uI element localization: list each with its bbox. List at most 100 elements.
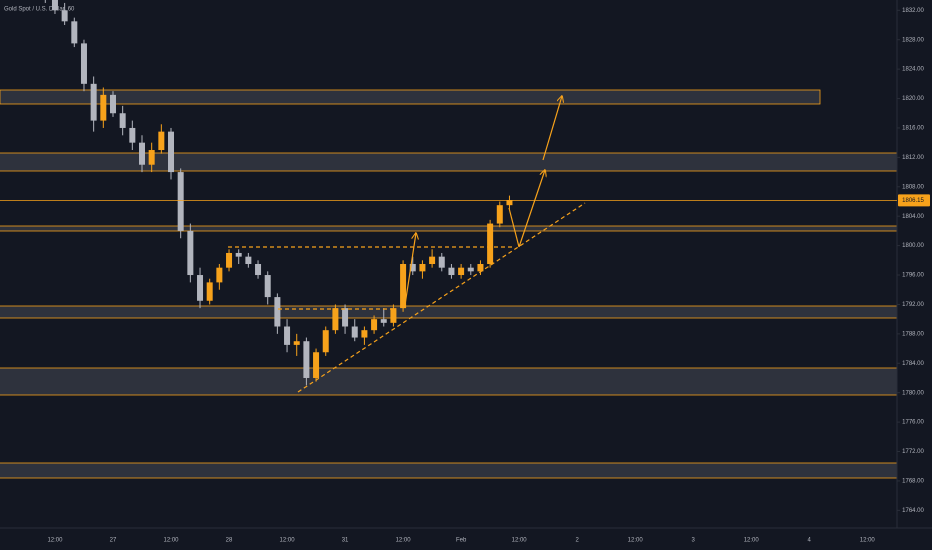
arrow <box>508 207 520 248</box>
candle-body <box>448 267 455 276</box>
candle-body <box>235 252 242 257</box>
x-tick-label: 27 <box>110 538 117 544</box>
candle-body <box>139 142 145 165</box>
zone <box>0 367 898 396</box>
candle-body <box>477 264 484 272</box>
x-tick-label: 12:00 <box>396 538 412 544</box>
candle-body <box>506 200 513 206</box>
x-tick-label: 12:00 <box>512 538 528 544</box>
x-tick-label: 12:00 <box>744 538 760 544</box>
last-price-box <box>898 194 930 207</box>
candle-body <box>274 297 281 327</box>
x-tick-label: 28 <box>226 538 233 544</box>
y-tick-label: 1832.00 <box>902 8 924 14</box>
candle-body <box>429 256 436 264</box>
y-tick-label: 1788.00 <box>902 331 924 337</box>
drawings <box>228 96 586 393</box>
candle-body <box>100 94 107 121</box>
y-tick-label: 1804.00 <box>902 214 924 220</box>
y-tick-label: 1780.00 <box>902 390 924 396</box>
candle-body <box>90 83 97 121</box>
candle-body <box>255 264 262 276</box>
candle-body <box>322 330 329 353</box>
candle-body <box>400 264 407 309</box>
candle-body <box>119 113 126 128</box>
candle-body <box>409 264 416 272</box>
candle-body <box>438 256 445 268</box>
y-tick-label: 1820.00 <box>902 96 924 102</box>
arrow <box>518 170 545 248</box>
candle-body <box>80 43 87 84</box>
candle-body <box>371 319 378 331</box>
y-tick-label: 1784.00 <box>902 361 924 367</box>
candle-body <box>467 267 474 272</box>
x-tick-label: 2 <box>575 538 579 544</box>
candle-body <box>168 131 175 173</box>
candle-body <box>61 10 68 22</box>
candle-body <box>419 264 426 272</box>
candle-body <box>351 326 358 338</box>
candle-body <box>148 150 155 165</box>
candle-body <box>245 256 252 264</box>
chart-title: Gold Spot / U.S. Dollar, 60 <box>4 7 75 13</box>
y-tick-label: 1808.00 <box>902 184 924 190</box>
arrow <box>542 96 562 161</box>
candle-body <box>303 341 310 378</box>
candle-body <box>332 308 339 331</box>
y-tick-label: 1792.00 <box>902 302 924 308</box>
candle-body <box>264 275 271 298</box>
candle-body <box>216 267 223 283</box>
x-tick-label: 3 <box>692 538 696 544</box>
zone <box>0 89 821 105</box>
candles <box>44 0 513 386</box>
x-tick-label: Feb <box>456 538 467 544</box>
zone <box>0 225 898 232</box>
candle-body <box>177 172 184 231</box>
x-tick-label: 12:00 <box>280 538 296 544</box>
zone <box>0 305 898 319</box>
candle-body <box>313 352 320 378</box>
y-tick-label: 1768.00 <box>902 479 924 485</box>
price-axis <box>897 0 932 550</box>
candle-body <box>487 223 494 264</box>
candle-body <box>158 131 165 151</box>
arrow <box>404 233 416 306</box>
x-tick-label: 12:00 <box>628 538 644 544</box>
candle-body <box>197 275 204 301</box>
candle-body <box>109 94 116 114</box>
candle-body <box>284 326 291 345</box>
candle-body <box>129 127 136 143</box>
y-tick-label: 1764.00 <box>902 508 924 514</box>
x-tick-label: 12:00 <box>860 538 876 544</box>
zone <box>0 462 898 479</box>
trend-line <box>297 202 586 393</box>
y-tick-label: 1828.00 <box>902 37 924 43</box>
candle-body <box>390 308 397 323</box>
candle-body <box>226 252 233 268</box>
y-tick-label: 1796.00 <box>902 273 924 279</box>
x-tick-label: 4 <box>808 538 812 544</box>
candle-body <box>458 267 465 276</box>
last-price-label: 1806.15 <box>902 198 924 204</box>
y-tick-label: 1772.00 <box>902 449 924 455</box>
candle-body <box>71 21 78 44</box>
y-tick-label: 1776.00 <box>902 420 924 426</box>
x-tick-label: 31 <box>342 538 349 544</box>
zones <box>0 89 898 479</box>
candle-body <box>293 341 300 345</box>
candle-body <box>187 230 194 276</box>
y-tick-label: 1800.00 <box>902 243 924 249</box>
x-tick-label: 12:00 <box>47 538 63 544</box>
y-tick-label: 1816.00 <box>902 126 924 132</box>
x-tick-label: 12:00 <box>164 538 180 544</box>
candle-body <box>206 282 213 301</box>
zone <box>0 152 898 172</box>
candle-body <box>361 330 368 338</box>
candle-body <box>496 205 503 224</box>
y-tick-label: 1812.00 <box>902 155 924 161</box>
candle-body <box>51 0 58 11</box>
y-tick-label: 1824.00 <box>902 67 924 73</box>
